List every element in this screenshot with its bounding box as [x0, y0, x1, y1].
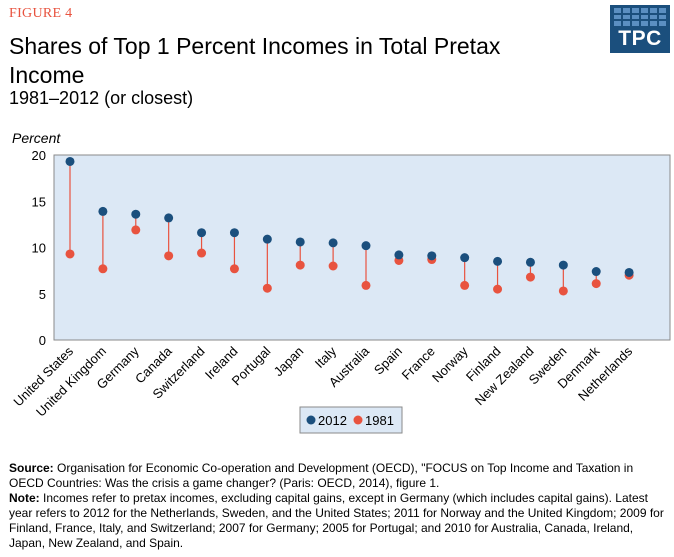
note-label: Note:: [9, 491, 40, 505]
point-1981: [197, 248, 207, 258]
point-2012: [493, 256, 503, 266]
point-2012: [295, 237, 305, 247]
point-1981: [525, 272, 535, 282]
source-text: Organisation for Economic Co-operation a…: [9, 461, 634, 490]
point-2012: [591, 267, 601, 277]
point-1981: [295, 260, 305, 270]
point-2012: [164, 213, 174, 223]
x-tick-label: Norway: [429, 343, 471, 385]
y-tick-label: 15: [32, 194, 46, 209]
source-label: Source:: [9, 461, 54, 475]
footer: Source: Organisation for Economic Co-ope…: [9, 461, 669, 551]
point-1981: [361, 280, 371, 290]
point-1981: [229, 264, 239, 274]
figure-label: FIGURE 4: [9, 6, 73, 21]
y-tick-label: 10: [32, 241, 46, 256]
point-2012: [328, 238, 338, 248]
logo-grid-icon: [614, 8, 666, 26]
logo-text: TPC: [618, 27, 662, 50]
chart-title: Shares of Top 1 Percent Incomes in Total…: [9, 33, 501, 88]
point-1981: [164, 251, 174, 261]
point-1981: [65, 249, 75, 259]
point-1981: [460, 280, 470, 290]
y-tick-label: 5: [39, 287, 46, 302]
legend-label-1981: 1981: [365, 413, 394, 428]
point-2012: [262, 234, 272, 244]
point-2012: [460, 253, 470, 263]
point-1981: [591, 279, 601, 289]
legend-box: [299, 406, 403, 434]
point-1981: [262, 283, 272, 293]
x-tick-label: Japan: [271, 344, 307, 380]
point-1981: [98, 264, 108, 274]
legend-marker-1981: [353, 415, 363, 425]
note-text: Incomes refer to pretax incomes, excludi…: [9, 491, 664, 550]
point-2012: [98, 206, 108, 216]
point-2012: [525, 257, 535, 267]
point-2012: [131, 209, 141, 219]
point-1981: [131, 225, 141, 235]
legend-label-2012: 2012: [318, 413, 347, 428]
x-tick-label: Italy: [312, 343, 340, 371]
point-1981: [328, 261, 338, 271]
y-tick-label: 0: [39, 333, 46, 348]
point-1981: [493, 284, 503, 294]
chart-subtitle: 1981–2012 (or closest): [9, 88, 194, 108]
point-1981: [558, 286, 568, 296]
tpc-logo: TPC: [610, 5, 670, 53]
y-axis-label: Percent: [12, 130, 61, 146]
legend-marker-2012: [306, 415, 316, 425]
y-tick-label: 20: [32, 150, 46, 163]
point-2012: [361, 241, 371, 251]
point-2012: [558, 260, 568, 270]
point-2012: [427, 251, 437, 261]
point-2012: [65, 156, 75, 166]
point-2012: [197, 228, 207, 238]
point-2012: [229, 228, 239, 238]
point-2012: [624, 267, 634, 277]
point-2012: [394, 250, 404, 260]
